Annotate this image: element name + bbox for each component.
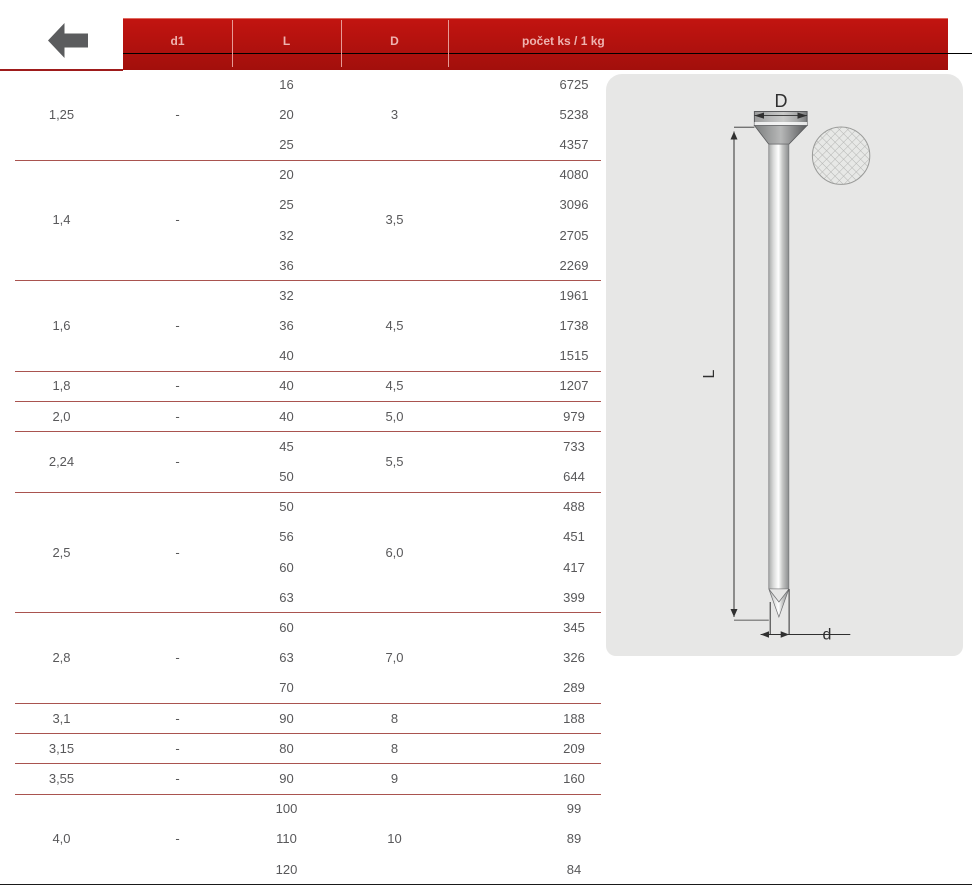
svg-text:d: d bbox=[823, 627, 832, 644]
svg-text:D: D bbox=[775, 91, 788, 111]
svg-text:L: L bbox=[701, 369, 718, 378]
